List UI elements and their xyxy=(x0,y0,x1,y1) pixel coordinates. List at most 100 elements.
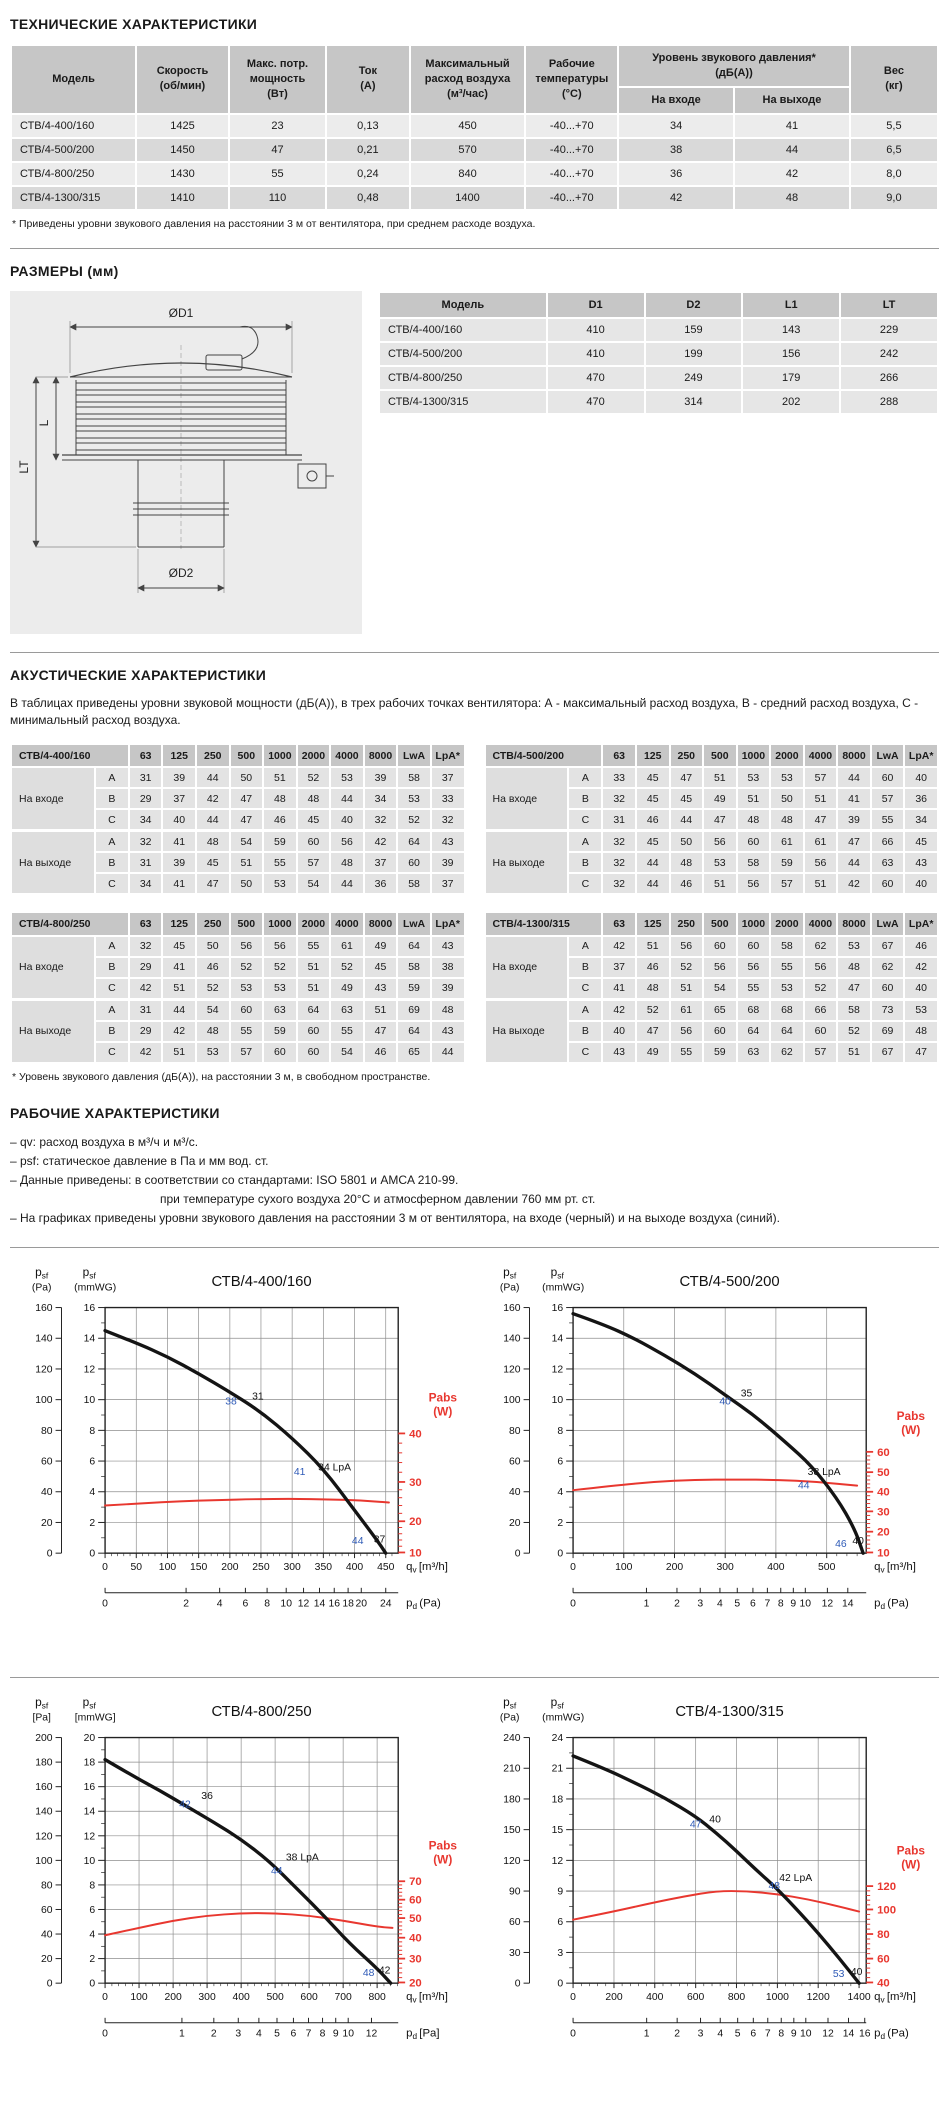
svg-text:150: 150 xyxy=(503,1825,521,1836)
data-cell: 470 xyxy=(545,365,646,392)
data-cell: 53 xyxy=(195,1040,231,1064)
pabs-tick-label: 120 xyxy=(877,1881,896,1893)
table-header-row: СТВ/4-1300/315 63 125 250 500 1000 2000 4000 800… xyxy=(483,911,939,937)
data-cell: 56 xyxy=(802,851,839,875)
svg-text:2: 2 xyxy=(674,1598,680,1609)
data-cell: 32 xyxy=(601,851,637,875)
data-cell: 156 xyxy=(741,341,842,368)
data-cell: 51 xyxy=(295,955,332,979)
data-cell: 53 xyxy=(903,997,939,1022)
performance-chart: СТВ/4-1300/315psf(Pa)psf(mmWG)0306090120… xyxy=(499,1695,924,2041)
data-cell: 40 xyxy=(903,872,939,896)
table-row: На выходе A 31 44 54 60 63 64 63 51 69 48 xyxy=(10,997,466,1064)
pabs-axis-title: Pabs xyxy=(429,1838,458,1852)
svg-text:120: 120 xyxy=(503,1856,521,1867)
svg-text:2: 2 xyxy=(89,1954,95,1965)
data-cell: 56 xyxy=(228,934,265,958)
motor-box xyxy=(205,354,243,371)
svg-text:6: 6 xyxy=(89,1456,95,1467)
data-cell: 40 xyxy=(161,808,197,832)
data-cell: 64 xyxy=(295,997,332,1022)
header-cell-frequency: 63 xyxy=(601,743,637,769)
pd-axis-title: pd (Pa) xyxy=(406,1597,441,1610)
svg-text:2: 2 xyxy=(557,1518,563,1529)
header-cell-frequency: 500 xyxy=(228,911,265,937)
svg-text:4: 4 xyxy=(256,2028,262,2039)
svg-text:300: 300 xyxy=(198,1992,216,2003)
data-cell: 42 xyxy=(127,1040,164,1064)
svg-text:14: 14 xyxy=(842,2028,854,2039)
data-cell: 49 xyxy=(702,787,738,811)
pabs-tick-label: 70 xyxy=(409,1876,422,1888)
data-cell: 47 xyxy=(195,872,231,896)
data-cell: 48 xyxy=(195,1019,231,1043)
table-header-row: Модель D1 D2 L1 LT xyxy=(378,290,939,320)
header-cell: D2 xyxy=(643,290,744,320)
data-cell: 64 xyxy=(769,1019,805,1043)
data-cell: 48 xyxy=(769,808,805,832)
svg-text:200: 200 xyxy=(164,1992,182,2003)
sound-level-label: 48 xyxy=(363,1968,375,1979)
header-cell-frequency: 1000 xyxy=(735,743,772,769)
data-cell: 62 xyxy=(769,1040,805,1064)
header-cell-frequency: 63 xyxy=(601,911,637,937)
header-cell: Модель xyxy=(378,290,548,320)
svg-text:120: 120 xyxy=(35,1364,53,1375)
table-row: B 32 44 48 53 58 59 56 44 63 43 xyxy=(485,851,939,875)
data-cell: 53 xyxy=(836,934,872,958)
svg-text:8: 8 xyxy=(264,1598,270,1609)
data-cell: 49 xyxy=(362,934,399,958)
header-cell-frequency: 1000 xyxy=(262,743,298,769)
pa-axis-header: psf xyxy=(503,1695,517,1710)
data-cell: 450 xyxy=(408,112,527,139)
svg-text:150: 150 xyxy=(190,1562,208,1573)
data-cell: 52 xyxy=(802,976,839,1001)
svg-text:100: 100 xyxy=(35,1856,53,1867)
data-cell: 51 xyxy=(161,976,197,1001)
data-cell: 47 xyxy=(228,808,265,832)
svg-text:600: 600 xyxy=(687,1992,705,2003)
data-cell: 49 xyxy=(634,1040,671,1064)
svg-text:80: 80 xyxy=(509,1425,521,1436)
sound-level-label: 41 xyxy=(294,1466,306,1477)
data-cell: 47 xyxy=(836,976,872,1001)
fan-curve xyxy=(570,1754,861,1985)
pabs-axis-title: Pabs xyxy=(896,1409,925,1423)
data-cell: 57 xyxy=(802,1040,839,1064)
data-cell: 57 xyxy=(769,872,805,896)
data-cell: 40 xyxy=(601,1019,637,1043)
svg-text:0: 0 xyxy=(89,1548,95,1559)
data-cell: 36 xyxy=(362,872,399,896)
svg-text:3: 3 xyxy=(235,2028,241,2039)
table-header-row: Модель Скорость (об/мин) Макс. потр. мощно… xyxy=(9,44,940,115)
data-cell: 60 xyxy=(702,934,738,958)
svg-text:6: 6 xyxy=(750,1598,756,1609)
pabs-tick-label: 50 xyxy=(877,1467,890,1479)
data-cell: 32 xyxy=(601,872,637,896)
svg-text:0: 0 xyxy=(47,1548,53,1559)
point-label-cell: A xyxy=(567,997,604,1022)
svg-text:3: 3 xyxy=(557,1948,563,1959)
data-cell: 56 xyxy=(802,955,839,979)
x-axis-title: qv [m³/h] xyxy=(406,1561,448,1574)
data-cell: 47 xyxy=(634,1019,671,1043)
fan-drawing-panel: ØD1 xyxy=(10,290,362,634)
data-cell: 51 xyxy=(262,766,298,790)
data-cell: 60 xyxy=(295,1019,332,1043)
data-cell: 69 xyxy=(396,997,432,1022)
data-cell: 42 xyxy=(733,160,851,187)
data-cell: 40 xyxy=(329,808,365,832)
data-cell: 143 xyxy=(741,317,842,344)
performance-chart: СТВ/4-500/200psf(Pa)psf(mmWG)02040608010… xyxy=(499,1264,925,1610)
data-cell: 23 xyxy=(227,112,328,139)
svg-text:10: 10 xyxy=(800,2028,812,2039)
data-cell: 51 xyxy=(634,934,671,958)
data-cell: 31 xyxy=(127,997,164,1022)
point-label-cell: A xyxy=(567,934,604,958)
svg-text:160: 160 xyxy=(35,1303,53,1314)
table-row: B 37 46 52 56 56 55 56 48 62 42 xyxy=(485,955,939,979)
header-cell: D1 xyxy=(545,290,646,320)
data-cell: 53 xyxy=(769,766,805,790)
data-cell: 51 xyxy=(836,1040,872,1064)
data-cell: 34 xyxy=(127,872,164,896)
